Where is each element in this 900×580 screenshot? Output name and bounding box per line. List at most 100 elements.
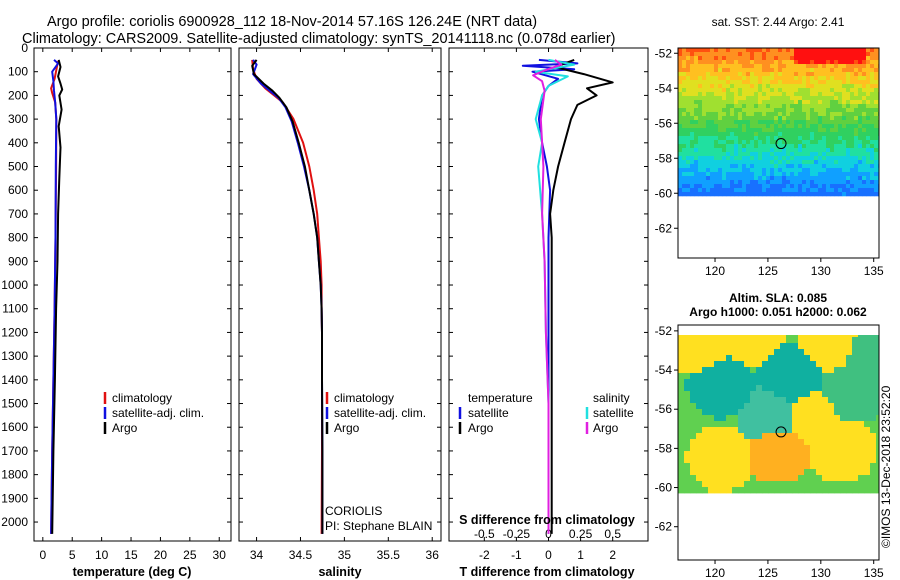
sla-cell bbox=[738, 463, 745, 470]
sst-cell bbox=[722, 144, 727, 149]
sst-cell bbox=[846, 168, 851, 173]
sst-cell bbox=[758, 124, 763, 129]
sst-cell bbox=[802, 180, 807, 185]
sst-cell bbox=[822, 68, 827, 73]
sla-cell bbox=[864, 337, 871, 344]
sst-cell bbox=[738, 48, 743, 53]
sst-cell bbox=[750, 52, 755, 57]
sla-cell bbox=[774, 379, 781, 386]
sla-cell bbox=[858, 421, 865, 428]
sst-cell bbox=[858, 168, 863, 173]
sla-cell bbox=[762, 391, 769, 398]
sst-cell bbox=[790, 132, 795, 137]
sst-cell bbox=[722, 164, 727, 169]
sst-cell bbox=[814, 96, 819, 101]
sst-cell bbox=[706, 92, 711, 97]
sla-cell bbox=[858, 373, 865, 380]
s-tick-label: 0.5 bbox=[604, 527, 621, 541]
sst-cell bbox=[842, 112, 847, 117]
sst-cell bbox=[830, 132, 835, 137]
sst-cell bbox=[854, 124, 859, 129]
sst-cell bbox=[858, 156, 863, 161]
sst-cell bbox=[718, 60, 723, 65]
sst-cell bbox=[778, 80, 783, 85]
sst-cell bbox=[690, 116, 695, 121]
sla-cell bbox=[864, 457, 871, 464]
sst-cell bbox=[874, 48, 879, 53]
sst-cell bbox=[742, 88, 747, 93]
sla-cell bbox=[756, 421, 763, 428]
sst-cell bbox=[678, 168, 683, 173]
sst-cell bbox=[790, 84, 795, 89]
sst-cell bbox=[834, 132, 839, 137]
sla-cell bbox=[876, 397, 879, 404]
sst-cell bbox=[706, 136, 711, 141]
sst-cell bbox=[706, 64, 711, 69]
sst-cell bbox=[734, 160, 739, 165]
sla-cell bbox=[714, 421, 721, 428]
sla-cell bbox=[690, 343, 697, 350]
sla-cell bbox=[678, 325, 684, 331]
sst-cell bbox=[838, 120, 843, 125]
sst-cell bbox=[774, 68, 779, 73]
sst-cell bbox=[846, 96, 851, 101]
sst-cell bbox=[818, 60, 823, 65]
sst-cell bbox=[814, 80, 819, 85]
sst-cell bbox=[698, 188, 703, 193]
sst-cell bbox=[782, 112, 787, 117]
sst-cell bbox=[850, 112, 855, 117]
sla-cell bbox=[702, 335, 709, 338]
sla-cell bbox=[810, 409, 817, 416]
sst-cell bbox=[850, 124, 855, 129]
sst-cell bbox=[686, 160, 691, 165]
sst-cell bbox=[722, 116, 727, 121]
sst-cell bbox=[822, 116, 827, 121]
sst-cell bbox=[862, 164, 867, 169]
sla-cell bbox=[864, 409, 871, 416]
sla-cell bbox=[684, 335, 691, 338]
sst-cell bbox=[758, 172, 763, 177]
sst-cell bbox=[858, 48, 863, 53]
sla-cell bbox=[798, 379, 805, 386]
sla-cell bbox=[696, 469, 703, 476]
sst-cell bbox=[862, 52, 867, 57]
sst-cell bbox=[710, 108, 715, 113]
sst-cell bbox=[702, 68, 707, 73]
sst-cell bbox=[702, 180, 707, 185]
sst-cell bbox=[798, 64, 803, 69]
sst-cell bbox=[846, 84, 851, 89]
sst-cell bbox=[690, 68, 695, 73]
sla-cell bbox=[696, 335, 703, 338]
sla-cell bbox=[810, 373, 817, 380]
sst-cell bbox=[742, 172, 747, 177]
sla-cell bbox=[690, 469, 697, 476]
sla-cell bbox=[714, 379, 721, 386]
sst-cell bbox=[690, 172, 695, 177]
legend-label-climatology: climatology bbox=[334, 391, 394, 405]
sla-cell bbox=[744, 421, 751, 428]
sla-cell bbox=[792, 373, 799, 380]
sla-cell bbox=[678, 469, 685, 476]
sst-cell bbox=[866, 144, 871, 149]
sst-cell bbox=[866, 180, 871, 185]
sst-cell bbox=[746, 108, 751, 113]
sst-cell bbox=[746, 184, 751, 189]
sst-cell bbox=[706, 88, 711, 93]
sla-cell bbox=[702, 397, 709, 404]
sst-cell bbox=[830, 60, 835, 65]
sla-cell bbox=[714, 487, 721, 494]
sst-cell bbox=[782, 84, 787, 89]
sst-cell bbox=[746, 88, 751, 93]
sst-cell bbox=[810, 64, 815, 69]
sst-cell bbox=[726, 184, 731, 189]
sla-cell bbox=[828, 457, 835, 464]
sst-cell bbox=[870, 168, 875, 173]
sst-cell bbox=[718, 96, 723, 101]
sst-cell bbox=[746, 56, 751, 61]
sst-cell bbox=[702, 128, 707, 133]
sst-cell bbox=[686, 104, 691, 109]
sst-cell bbox=[826, 52, 831, 57]
sst-cell bbox=[786, 160, 791, 165]
sst-map-title: sat. SST: 2.44 Argo: 2.41 bbox=[712, 15, 845, 29]
sst-cell bbox=[826, 188, 831, 193]
